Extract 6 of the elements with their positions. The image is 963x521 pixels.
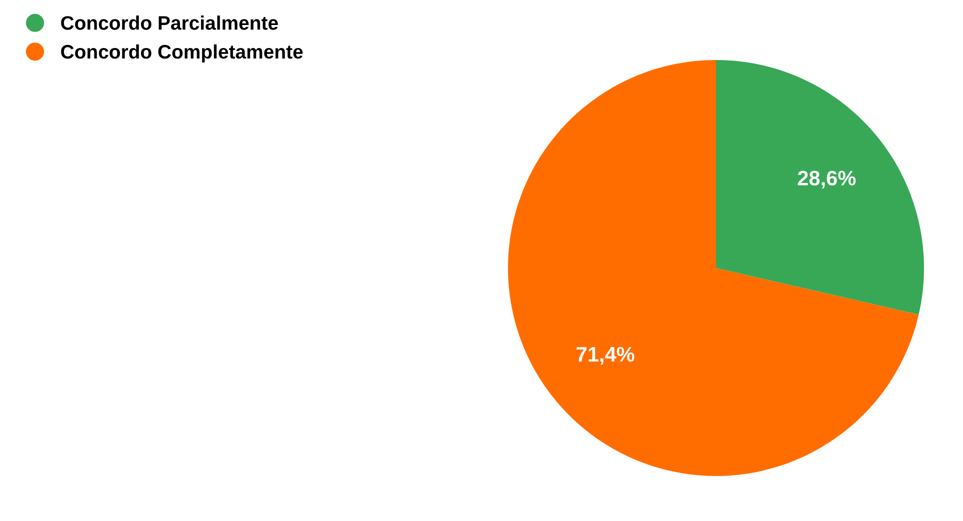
pie-slice xyxy=(716,60,924,315)
legend-label: Concordo Completamente xyxy=(61,44,303,62)
pie-slice xyxy=(508,60,919,476)
data-label: 28,6% xyxy=(798,170,856,189)
data-label: 71,4% xyxy=(576,346,634,365)
legend-label: Concordo Parcialmente xyxy=(61,16,278,30)
